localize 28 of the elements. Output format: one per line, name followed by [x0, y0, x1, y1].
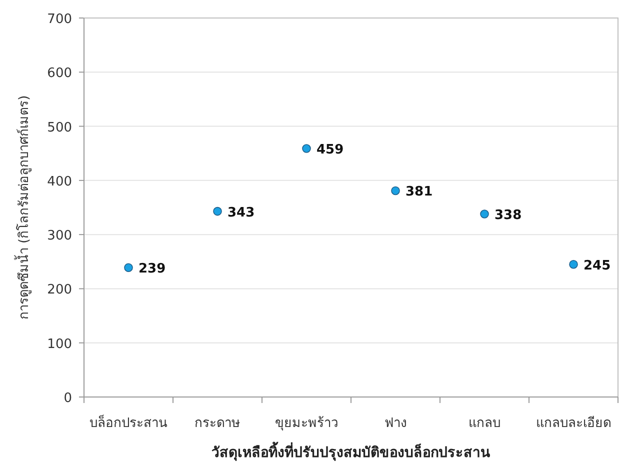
x-tick-label: กระดาษ	[194, 416, 240, 431]
data-label: 245	[584, 258, 611, 274]
y-tick-label: 200	[47, 282, 72, 298]
y-tick-label: 400	[47, 174, 72, 190]
x-tick-label: แกลบละเอียด	[536, 415, 611, 431]
data-label: 343	[228, 205, 255, 220]
point	[480, 210, 489, 218]
x-axis-title: วัสดุเหลือทิ้งที่ปรับปรุงสมบัติของบล็อกประสาน	[212, 441, 490, 461]
point	[391, 186, 400, 196]
x-tick-label: แกลบ	[468, 416, 500, 431]
y-tick-label: 300	[47, 228, 72, 244]
y-tick-label: 700	[47, 12, 72, 27]
y-tick-label: 500	[47, 120, 72, 136]
x-tick-label: บล็อกประสาน	[90, 413, 168, 431]
data-label: 338	[494, 208, 522, 223]
point	[124, 263, 133, 272]
x-tick-label: ฟาง	[384, 416, 406, 431]
data-label: 381	[406, 184, 433, 200]
data-label: 459	[316, 142, 344, 158]
point	[213, 206, 222, 216]
y-tick-label: 100	[47, 336, 72, 352]
y-tick-label: 0	[64, 391, 72, 406]
x-tick-label: ขุยมะพร้าว	[275, 416, 338, 431]
point	[302, 144, 311, 153]
y-axis-title: การดูดซึมน้ำ (กิโลกรัมต่อลูกบาศก์เมตร)	[14, 95, 32, 320]
y-tick-label: 600	[47, 66, 72, 82]
data-label: 239	[138, 262, 166, 277]
point	[569, 260, 578, 269]
